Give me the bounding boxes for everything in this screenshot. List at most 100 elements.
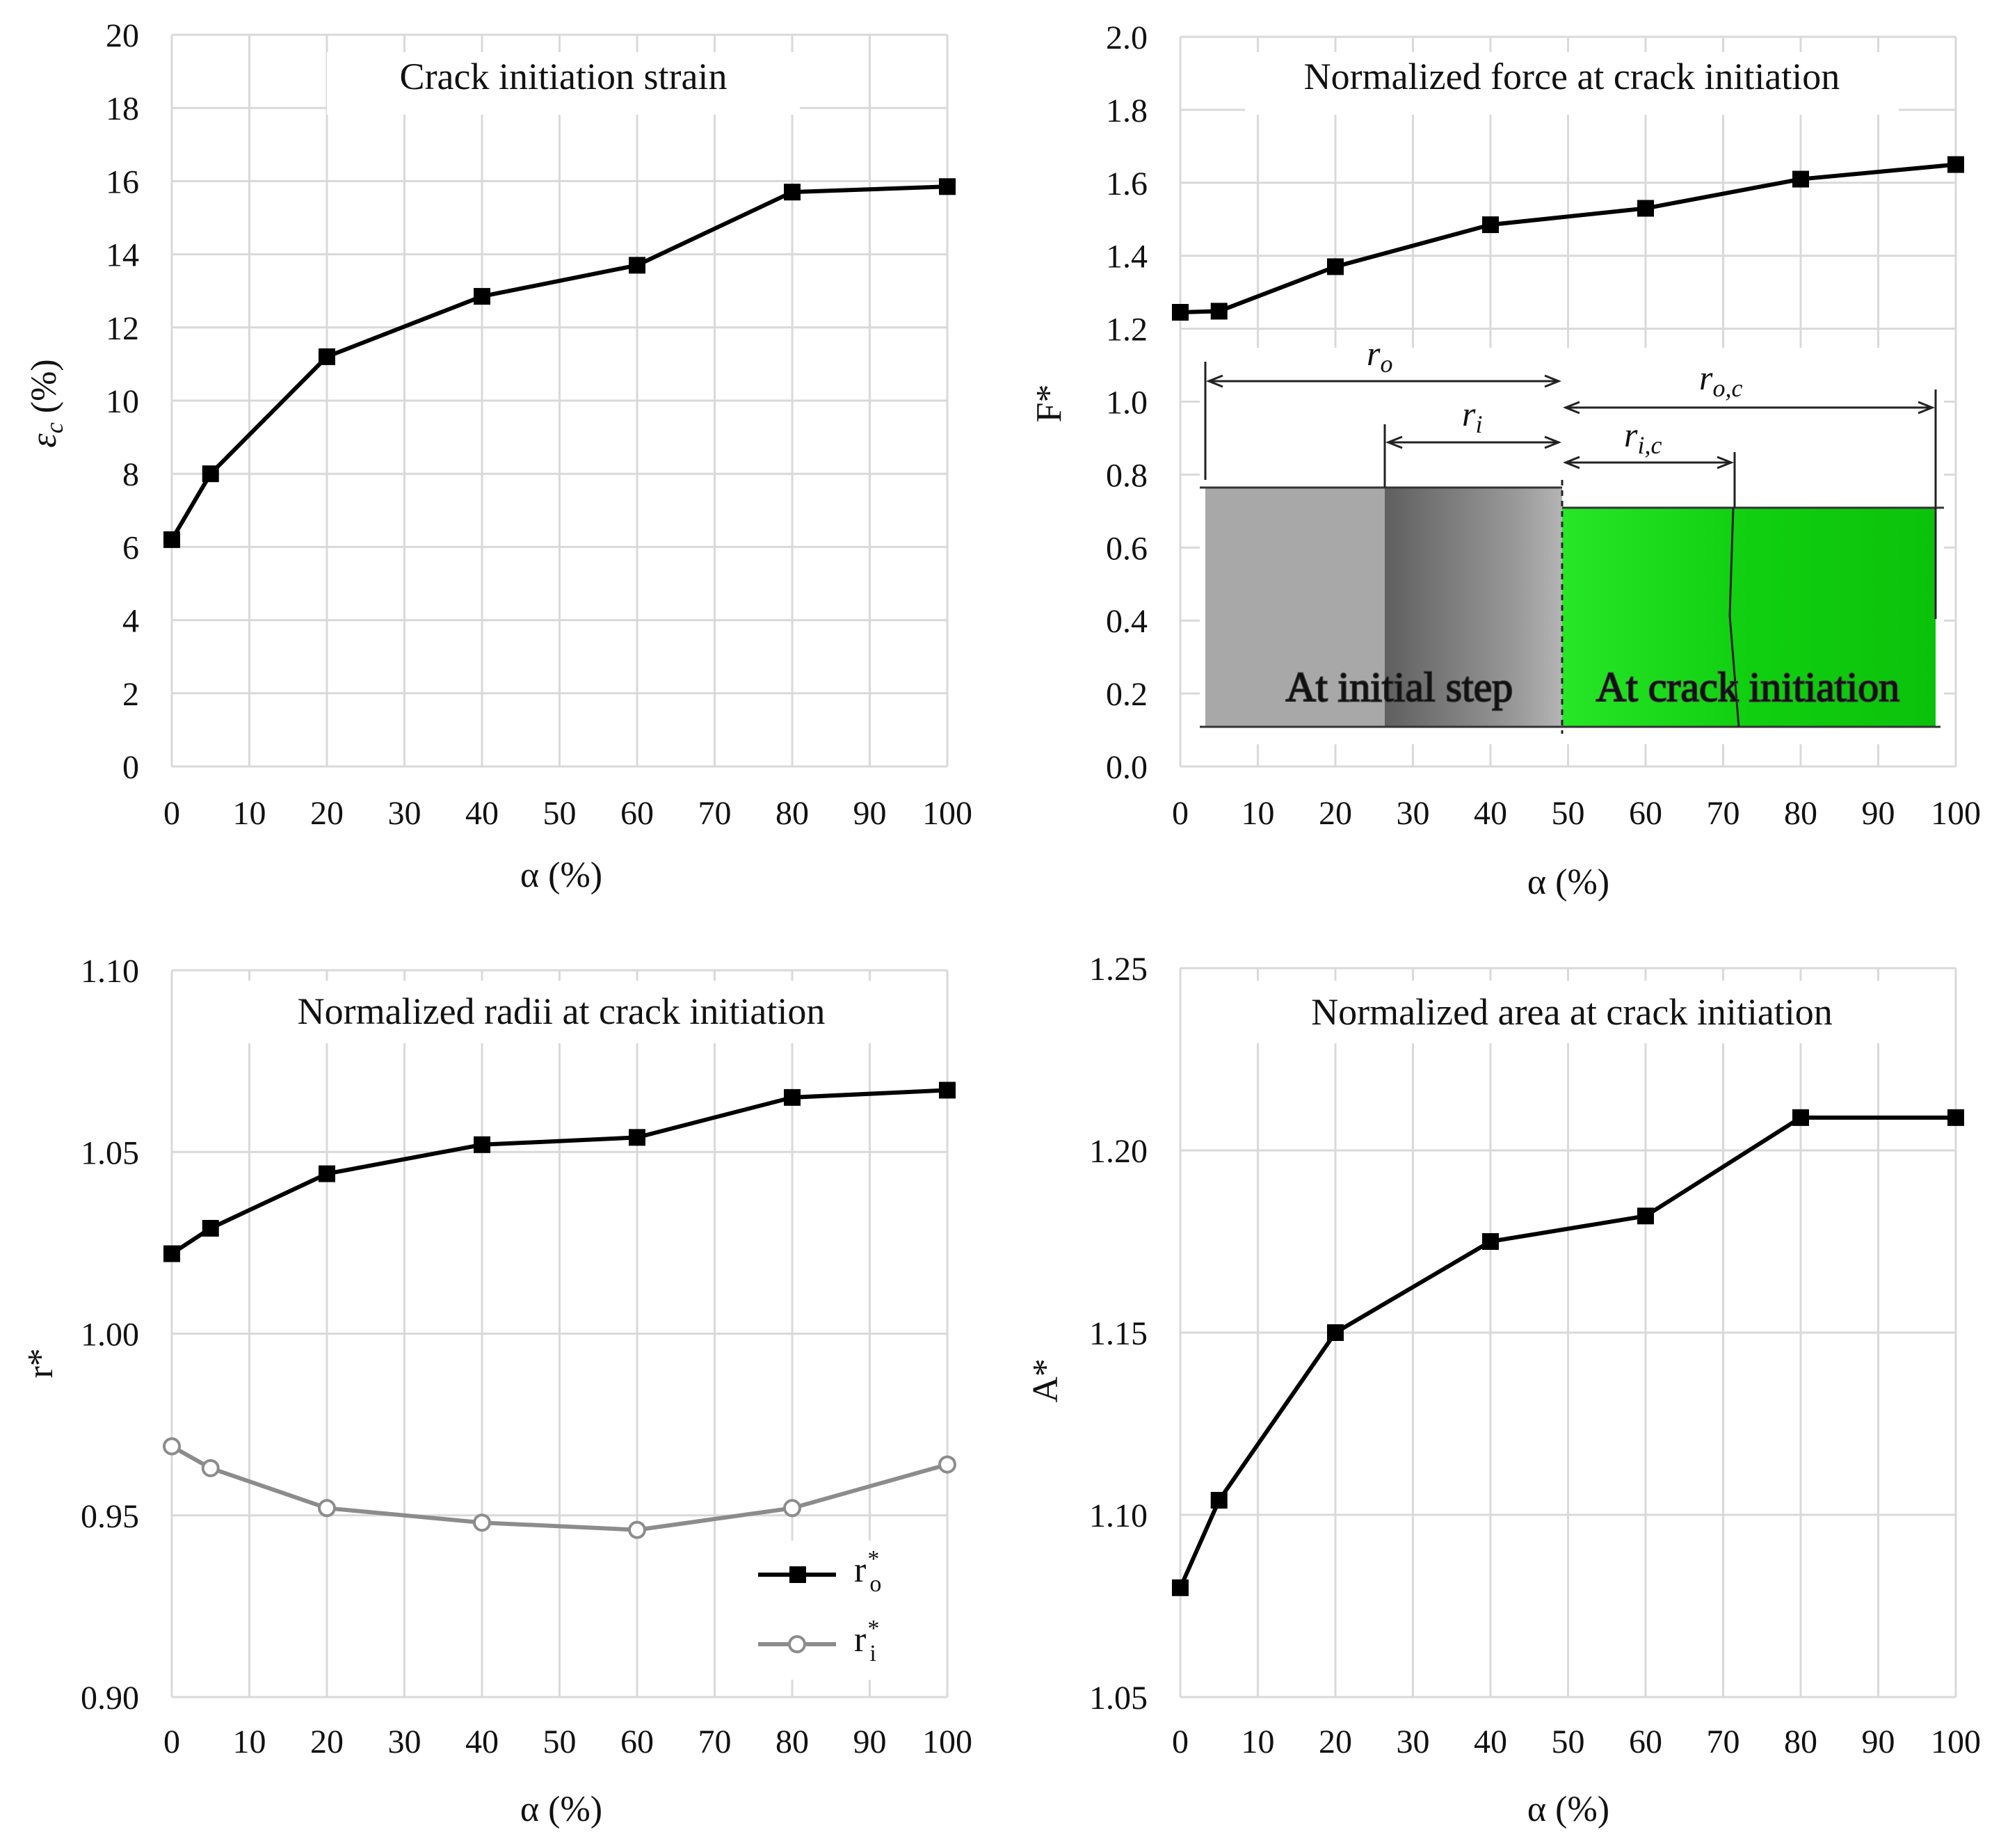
data-point bbox=[1792, 170, 1809, 188]
x-tick-label: 10 bbox=[233, 1724, 266, 1760]
x-tick-label: 50 bbox=[1552, 1724, 1585, 1760]
data-point bbox=[783, 1499, 801, 1518]
data-point bbox=[784, 1088, 801, 1106]
x-tick-label: 60 bbox=[620, 795, 654, 832]
data-point bbox=[938, 1455, 956, 1474]
data-point bbox=[474, 288, 490, 305]
data-point bbox=[202, 465, 219, 483]
x-tick-label: 0 bbox=[163, 1724, 180, 1760]
data-point bbox=[1327, 1324, 1344, 1341]
y-tick-labels: 0 2 4 6 8 10 12 14 16 18 20 bbox=[106, 17, 139, 786]
y-tick-label: 0.95 bbox=[81, 1498, 139, 1535]
y-tick-labels: 1.05 1.10 1.15 1.20 1.25 bbox=[1089, 951, 1148, 1717]
x-tick-label: 40 bbox=[465, 1724, 499, 1760]
y-tick-label: 1.25 bbox=[1089, 951, 1148, 988]
x-tick-label: 50 bbox=[1552, 795, 1585, 832]
inner-ring-initial bbox=[1385, 488, 1562, 727]
x-axis-label: α (%) bbox=[1527, 1790, 1609, 1829]
x-tick-label: 70 bbox=[698, 795, 732, 832]
x-tick-label: 30 bbox=[1397, 1724, 1430, 1760]
data-point bbox=[474, 1136, 490, 1153]
x-tick-label: 30 bbox=[388, 1724, 421, 1760]
y-tick-label: 14 bbox=[106, 237, 139, 274]
y-tick-label: 2 bbox=[122, 676, 139, 713]
x-tick-label: 20 bbox=[310, 1724, 344, 1760]
title-background bbox=[1252, 981, 1892, 1043]
x-tick-label: 0 bbox=[1172, 1724, 1189, 1760]
data-point bbox=[201, 1459, 220, 1477]
y-tick-label: 10 bbox=[106, 383, 139, 420]
data-point bbox=[163, 1437, 181, 1456]
x-tick-label: 50 bbox=[543, 1724, 577, 1760]
y-axis-label: r* bbox=[21, 1348, 61, 1378]
label-at-crack-initiation: At crack initiation bbox=[1596, 664, 1900, 710]
y-tick-label: 0.2 bbox=[1106, 676, 1148, 713]
x-axis-label: α (%) bbox=[520, 855, 602, 895]
x-tick-label: 10 bbox=[1241, 1724, 1275, 1760]
series-force bbox=[1172, 156, 1964, 321]
data-point bbox=[939, 1082, 956, 1099]
label-r-oc: ro,c bbox=[1699, 358, 1742, 402]
chart-title: Normalized force at crack initiation bbox=[1304, 56, 1840, 97]
x-tick-label: 10 bbox=[233, 795, 266, 832]
data-point bbox=[939, 178, 956, 195]
data-point bbox=[1210, 1492, 1228, 1509]
data-point bbox=[784, 184, 801, 201]
y-tick-label: 0.6 bbox=[1106, 530, 1148, 567]
legend-entry-ri: r* i bbox=[758, 1616, 879, 1666]
y-tick-label: 1.10 bbox=[1089, 1497, 1148, 1534]
title-background bbox=[236, 981, 890, 1043]
x-tick-label: 20 bbox=[1319, 795, 1352, 832]
y-axis-label: εc (%) bbox=[24, 359, 68, 447]
x-tick-label: 100 bbox=[1931, 795, 1981, 832]
data-point bbox=[1210, 303, 1228, 320]
label-r-i: ri bbox=[1462, 394, 1482, 438]
grid-area bbox=[1179, 967, 1957, 1698]
x-tick-label: 60 bbox=[620, 1724, 654, 1760]
legend-marker-ri bbox=[788, 1635, 806, 1653]
series-area bbox=[1172, 1109, 1964, 1596]
panel-normalized-radii: Normalized radii at crack initiation 0 10… bbox=[21, 953, 972, 1829]
x-tick-label: 40 bbox=[1474, 795, 1507, 832]
x-axis-label: α (%) bbox=[1527, 862, 1609, 902]
y-tick-label: 0.8 bbox=[1106, 457, 1148, 494]
y-tick-label: 0.0 bbox=[1106, 749, 1148, 786]
y-tick-label: 1.10 bbox=[81, 953, 139, 990]
x-tick-label: 40 bbox=[465, 795, 499, 832]
x-tick-label: 50 bbox=[543, 795, 577, 832]
y-axis-label: A* bbox=[1026, 1358, 1066, 1403]
data-point bbox=[1637, 200, 1654, 217]
legend-label-ri: r* i bbox=[854, 1616, 879, 1666]
x-tick-label: 0 bbox=[163, 795, 180, 832]
data-point bbox=[1947, 156, 1964, 173]
x-tick-label: 0 bbox=[1172, 795, 1189, 832]
data-point bbox=[1792, 1109, 1809, 1126]
x-tick-label: 30 bbox=[1397, 795, 1430, 832]
y-tick-label: 1.15 bbox=[1089, 1315, 1148, 1352]
y-axis-label-symbol: ε bbox=[24, 433, 64, 448]
data-point bbox=[163, 531, 180, 548]
x-tick-label: 60 bbox=[1629, 795, 1662, 832]
y-tick-label: 0 bbox=[122, 749, 139, 786]
data-point bbox=[629, 1129, 645, 1146]
x-tick-label: 90 bbox=[1862, 795, 1895, 832]
y-tick-labels: 0.0 0.2 0.4 0.6 0.8 1.0 1.2 1.4 1.6 1.8 2.0 bbox=[1106, 19, 1148, 786]
chart-title: Normalized radii at crack initiation bbox=[298, 990, 826, 1032]
x-tick-label: 100 bbox=[1931, 1724, 1981, 1760]
y-tick-label: 0.90 bbox=[81, 1680, 139, 1717]
x-tick-labels: 0 10 20 30 40 50 60 70 80 90 100 bbox=[1172, 1724, 1981, 1760]
title-background bbox=[1245, 52, 1899, 115]
y-tick-label: 1.0 bbox=[1106, 385, 1148, 421]
y-tick-label: 1.6 bbox=[1106, 166, 1148, 202]
inset-schematic: ro ri ro,c ri,c At initial step At crack… bbox=[1200, 334, 1944, 744]
label-at-initial-step: At initial step bbox=[1286, 664, 1513, 710]
data-point bbox=[1482, 1233, 1499, 1250]
y-tick-label: 12 bbox=[106, 310, 139, 347]
x-tick-label: 10 bbox=[1241, 795, 1275, 832]
x-tick-label: 70 bbox=[1707, 795, 1740, 832]
legend-background bbox=[744, 1541, 911, 1680]
x-tick-labels: 0 10 20 30 40 50 60 70 80 90 100 bbox=[1172, 795, 1981, 832]
data-point bbox=[319, 348, 335, 365]
y-tick-label: 1.00 bbox=[81, 1317, 139, 1353]
y-tick-label: 1.05 bbox=[1089, 1680, 1148, 1717]
